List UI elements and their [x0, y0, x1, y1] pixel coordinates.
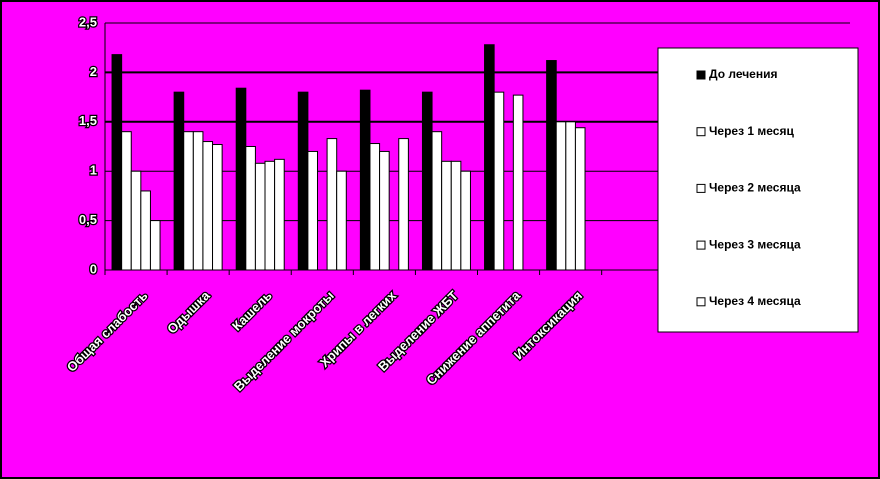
legend-box [657, 47, 859, 333]
bar [245, 146, 256, 271]
bar [369, 143, 381, 271]
bar [379, 150, 390, 271]
bar [212, 144, 223, 271]
bar [111, 54, 123, 271]
legend-label: Через 4 месяца [709, 294, 801, 308]
bar [546, 60, 557, 271]
bar [235, 87, 247, 271]
bar [450, 160, 462, 271]
bar [254, 162, 266, 271]
legend-label: Через 3 месяца [709, 237, 801, 251]
legend-marker [696, 127, 706, 137]
bar [431, 131, 443, 271]
legend-marker [696, 183, 706, 193]
y-tick-label: 0,5 [79, 212, 97, 227]
legend-label: Через 2 месяца [709, 181, 801, 195]
bar [555, 121, 567, 271]
bar [441, 160, 452, 271]
bar [121, 131, 132, 271]
y-tick-label: 2 [90, 64, 97, 79]
legend-label: До лечения [709, 67, 777, 81]
bar [326, 138, 338, 271]
y-tick-label: 1 [90, 163, 97, 178]
bar [398, 138, 409, 271]
bar [359, 89, 371, 271]
bar [493, 91, 505, 271]
legend-label: Через 1 месяц [709, 124, 794, 138]
bar [421, 91, 433, 271]
bar [192, 131, 204, 271]
legend-marker [696, 297, 706, 307]
bar [264, 160, 276, 271]
legend-marker [696, 240, 706, 250]
legend-marker [696, 70, 706, 80]
bar [574, 127, 586, 271]
bar [565, 121, 576, 271]
bar [512, 94, 524, 271]
bar [173, 91, 185, 271]
bar [297, 91, 309, 271]
bar [183, 131, 194, 271]
bar [274, 158, 285, 271]
bar [460, 170, 471, 271]
y-tick-label: 0 [90, 261, 97, 276]
bar [484, 44, 495, 271]
y-tick-label: 1,5 [79, 113, 97, 128]
y-tick-label: 2,5 [79, 14, 97, 29]
bar [307, 150, 318, 271]
bar [130, 170, 142, 271]
bar [140, 190, 151, 271]
bar [336, 170, 347, 271]
bar [202, 141, 214, 271]
bar [149, 220, 161, 271]
